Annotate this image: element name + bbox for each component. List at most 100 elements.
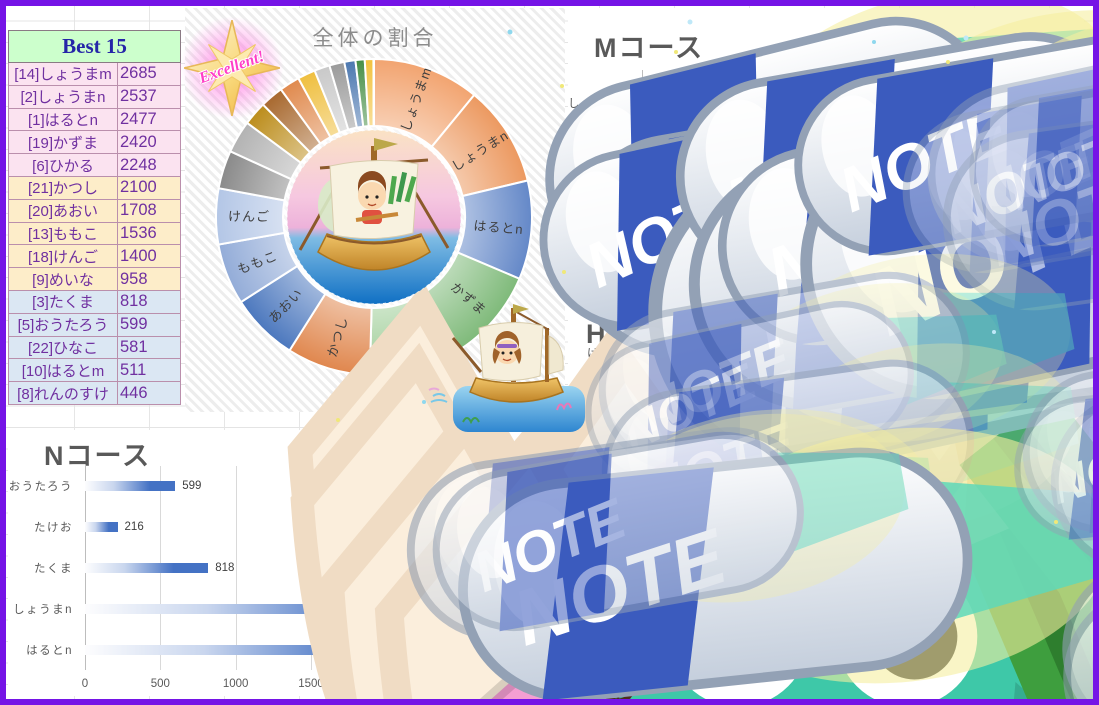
value-label: 386 <box>748 386 767 398</box>
value-label: 2248 <box>964 276 990 288</box>
category-label: たけお <box>34 522 73 535</box>
leaderboard-row[interactable]: [1]はるとn 2477 <box>8 107 181 132</box>
leaderboard-row[interactable]: [3]たくま 818 <box>8 289 181 314</box>
axis-tick-label: 1000 <box>222 678 249 690</box>
bar <box>85 563 209 573</box>
player-score-cell[interactable]: 818 <box>117 289 181 314</box>
leaderboard-row[interactable]: [20]あおい 1708 <box>8 198 181 223</box>
axis-tick-label: 1500 <box>298 678 324 690</box>
category-label: あきひと <box>574 424 626 437</box>
gridline <box>1062 70 1063 293</box>
value-label: 818 <box>215 562 235 574</box>
leaderboard-row[interactable]: [14]しょうまm 2685 <box>8 62 181 86</box>
leaderboard-row[interactable]: [22]ひなこ 581 <box>8 335 181 360</box>
pie-slice-label: はるとn <box>473 218 524 237</box>
category-label: おうが <box>568 162 630 178</box>
player-name-cell[interactable]: [14]しょうまm <box>8 62 118 86</box>
leaderboard-row[interactable]: [6]ひかる 2248 <box>8 153 181 177</box>
axis-tick-label: 0 <box>636 668 644 680</box>
leaderboard-row[interactable]: [19]かずま 2420 <box>8 130 181 155</box>
leaderboard-row[interactable]: [21]かつし 2100 <box>8 175 181 200</box>
plot-area: 0500100015002000250030000しょうまm2685ももこ153… <box>568 8 1084 313</box>
value-label: 1400 <box>1016 347 1043 360</box>
player-score-cell[interactable]: 446 <box>117 381 181 405</box>
player-name-cell[interactable]: [1]はるとn <box>8 107 118 132</box>
player-score-cell[interactable]: 1400 <box>117 244 181 269</box>
category-label: かずま <box>589 638 628 651</box>
plot-area: 0 500 1000 1500 2000 2500 3000 おうたろう 599 たけお 216 たく… <box>8 430 556 696</box>
bar-chart-h-course[interactable]: Hコース 02004006008001000120014001600けんご140… <box>568 308 1084 480</box>
leaderboard-row[interactable]: [9]めいな 958 <box>8 267 181 291</box>
category-label: あおい <box>558 602 628 618</box>
axis-tick-label: 1000 <box>763 668 790 680</box>
player-name-cell[interactable]: [8]れんのすけ <box>8 381 118 405</box>
value-label: 446 <box>711 231 730 243</box>
player-score-cell[interactable]: 2100 <box>117 175 181 200</box>
axis-tick-label: 2500 <box>968 668 994 680</box>
player-score-cell[interactable]: 2685 <box>117 62 181 86</box>
bar-chart-n-course[interactable]: Nコース 0 500 1000 1500 2000 2500 3000 おうたろう 599 たけお… <box>8 430 556 696</box>
axis-tick-label: 0 <box>635 457 641 469</box>
value-label: 2685 <box>1024 97 1051 110</box>
player-score-cell[interactable]: 1536 <box>117 221 181 246</box>
leaderboard-row[interactable]: [5]おうたろう 599 <box>8 312 181 337</box>
player-score-cell[interactable]: 2477 <box>117 107 181 132</box>
category-label: めいな <box>568 207 630 223</box>
bar <box>85 644 459 655</box>
player-name-cell[interactable]: [3]たくま <box>8 289 118 314</box>
player-name-cell[interactable]: [22]ひなこ <box>8 335 118 360</box>
category-label: たつお <box>591 143 630 156</box>
player-score-cell[interactable]: 581 <box>117 335 181 360</box>
leaderboard-table: Best 15 [14]しょうまm 2685 [2]しょうまn 2537 [1]はるとn… <box>8 30 181 405</box>
player-name-cell[interactable]: [5]おうたろう <box>8 312 118 337</box>
leaderboard-row[interactable]: [2]しょうまn 2537 <box>8 84 181 109</box>
value-label: 1708 <box>879 603 906 616</box>
player-score-cell[interactable]: 1708 <box>117 198 181 223</box>
bar-chart-s-course[interactable]: Sコース 050010001500200025003000ひなこ581かつし21… <box>558 480 1084 696</box>
bar-chart-m-course[interactable]: Mコース 0500100015002000250030000しょうまm2685も… <box>568 8 1084 313</box>
plot-area: 0 500 1000 1500 2000 2500 3000 ひなこ 581 かつし 2100 あおい… <box>558 480 1084 696</box>
player-score-cell[interactable]: 2537 <box>117 84 181 109</box>
player-name-cell[interactable]: [18]けんご <box>8 244 118 269</box>
axis-tick-label: 3000 <box>1036 668 1062 680</box>
bar <box>642 276 957 287</box>
axis-tick-label: 2000 <box>899 668 926 680</box>
value-label: 581 <box>726 536 746 549</box>
player-score-cell[interactable]: 958 <box>117 267 181 291</box>
gridline <box>1009 334 1011 449</box>
gridline <box>1063 334 1064 449</box>
player-score-cell[interactable]: 511 <box>117 358 181 383</box>
bar <box>642 187 714 198</box>
leaderboard-row[interactable]: [8]れんのすけ 446 <box>8 381 181 405</box>
bar <box>640 604 873 615</box>
value-label: 279 <box>688 164 707 176</box>
player-name-cell[interactable]: [19]かずま <box>8 130 118 155</box>
axis-tick-label: 1000 <box>890 457 917 469</box>
player-name-cell[interactable]: [6]ひかる <box>8 153 118 177</box>
player-score-cell[interactable]: 2248 <box>117 153 181 177</box>
bar <box>85 481 176 492</box>
player-name-cell[interactable]: [20]あおい <box>8 198 118 223</box>
leaderboard-row[interactable]: [13]ももこ 1536 <box>8 221 181 246</box>
gridline <box>1049 526 1050 660</box>
bar <box>640 638 970 649</box>
player-name-cell[interactable]: [13]ももこ <box>8 221 118 246</box>
leaderboard-row[interactable]: [18]けんご 1400 <box>8 244 181 269</box>
leaderboard-row[interactable]: [10]はるとm 511 <box>8 358 181 383</box>
player-name-cell[interactable]: [21]かつし <box>8 175 118 200</box>
value-label: 377 <box>745 424 764 436</box>
axis-tick-label: 1400 <box>997 457 1023 469</box>
value-label: 511 <box>721 187 739 199</box>
player-score-cell[interactable]: 2420 <box>117 130 181 155</box>
player-name-cell[interactable]: [10]はるとm <box>8 358 118 383</box>
category-label: おうたろう <box>8 481 73 494</box>
value-label: 2420 <box>976 637 1003 650</box>
player-score-cell[interactable]: 599 <box>117 312 181 337</box>
bar <box>642 165 682 176</box>
player-name-cell[interactable]: [2]しょうまn <box>8 84 118 109</box>
value-label: 0 <box>649 75 656 88</box>
player-name-cell[interactable]: [9]めいな <box>8 267 118 291</box>
axis-tick-label: 1200 <box>943 457 970 469</box>
value-label: 216 <box>124 521 144 534</box>
category-label: ひかる <box>568 274 630 290</box>
